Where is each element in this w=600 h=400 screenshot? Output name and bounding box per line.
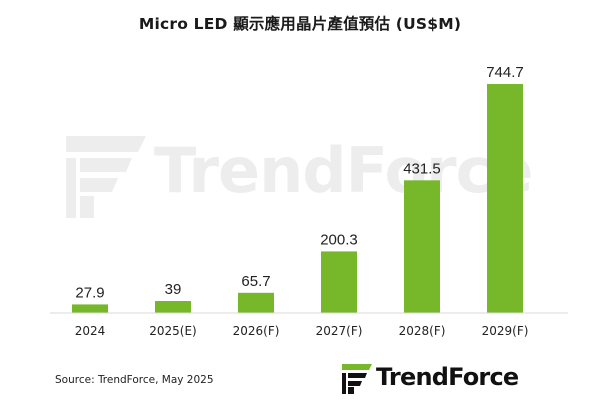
x-tick-label: 2029(F): [482, 324, 529, 338]
bar-value-label: 431.5: [403, 160, 441, 177]
trendforce-logo: TrendForce: [342, 362, 552, 394]
bar-value-label: 200.3: [320, 231, 358, 248]
bar-2029(F): [487, 84, 523, 313]
bar-2027(F): [321, 251, 357, 313]
bar-2025(E): [155, 301, 191, 313]
x-tick-label: 2025(E): [149, 324, 196, 338]
x-tick-labels: 2024 2025(E) 2026(F) 2027(F) 2028(F) 2029(F): [75, 324, 529, 338]
chart-title: Micro LED 顯示應用晶片產值預估 (US$M): [138, 15, 462, 33]
x-tick-label: 2028(F): [399, 324, 446, 338]
bar-value-label: 65.7: [241, 273, 270, 290]
labels-layer: 27.9 39 65.7 200.3 431.5 744.7: [75, 64, 523, 301]
x-tick-label: 2024: [75, 324, 106, 338]
bar-value-label: 744.7: [486, 64, 524, 81]
watermark-logo-icon: [66, 136, 146, 218]
bar-value-label: 27.9: [75, 284, 104, 301]
bar-value-label: 39: [165, 281, 182, 298]
bar-2024: [72, 304, 108, 313]
trendforce-logo-text: TrendForce: [376, 363, 519, 391]
source-note: Source: TrendForce, May 2025: [55, 374, 214, 386]
watermark: TrendForce: [66, 134, 536, 218]
x-tick-label: 2026(F): [233, 324, 280, 338]
bar-2026(F): [238, 292, 274, 313]
bars-layer: [72, 84, 523, 313]
bar-2028(F): [404, 180, 440, 313]
trendforce-logo-icon: [342, 364, 372, 394]
x-tick-label: 2027(F): [316, 324, 363, 338]
watermark-text: TrendForce: [154, 134, 533, 207]
